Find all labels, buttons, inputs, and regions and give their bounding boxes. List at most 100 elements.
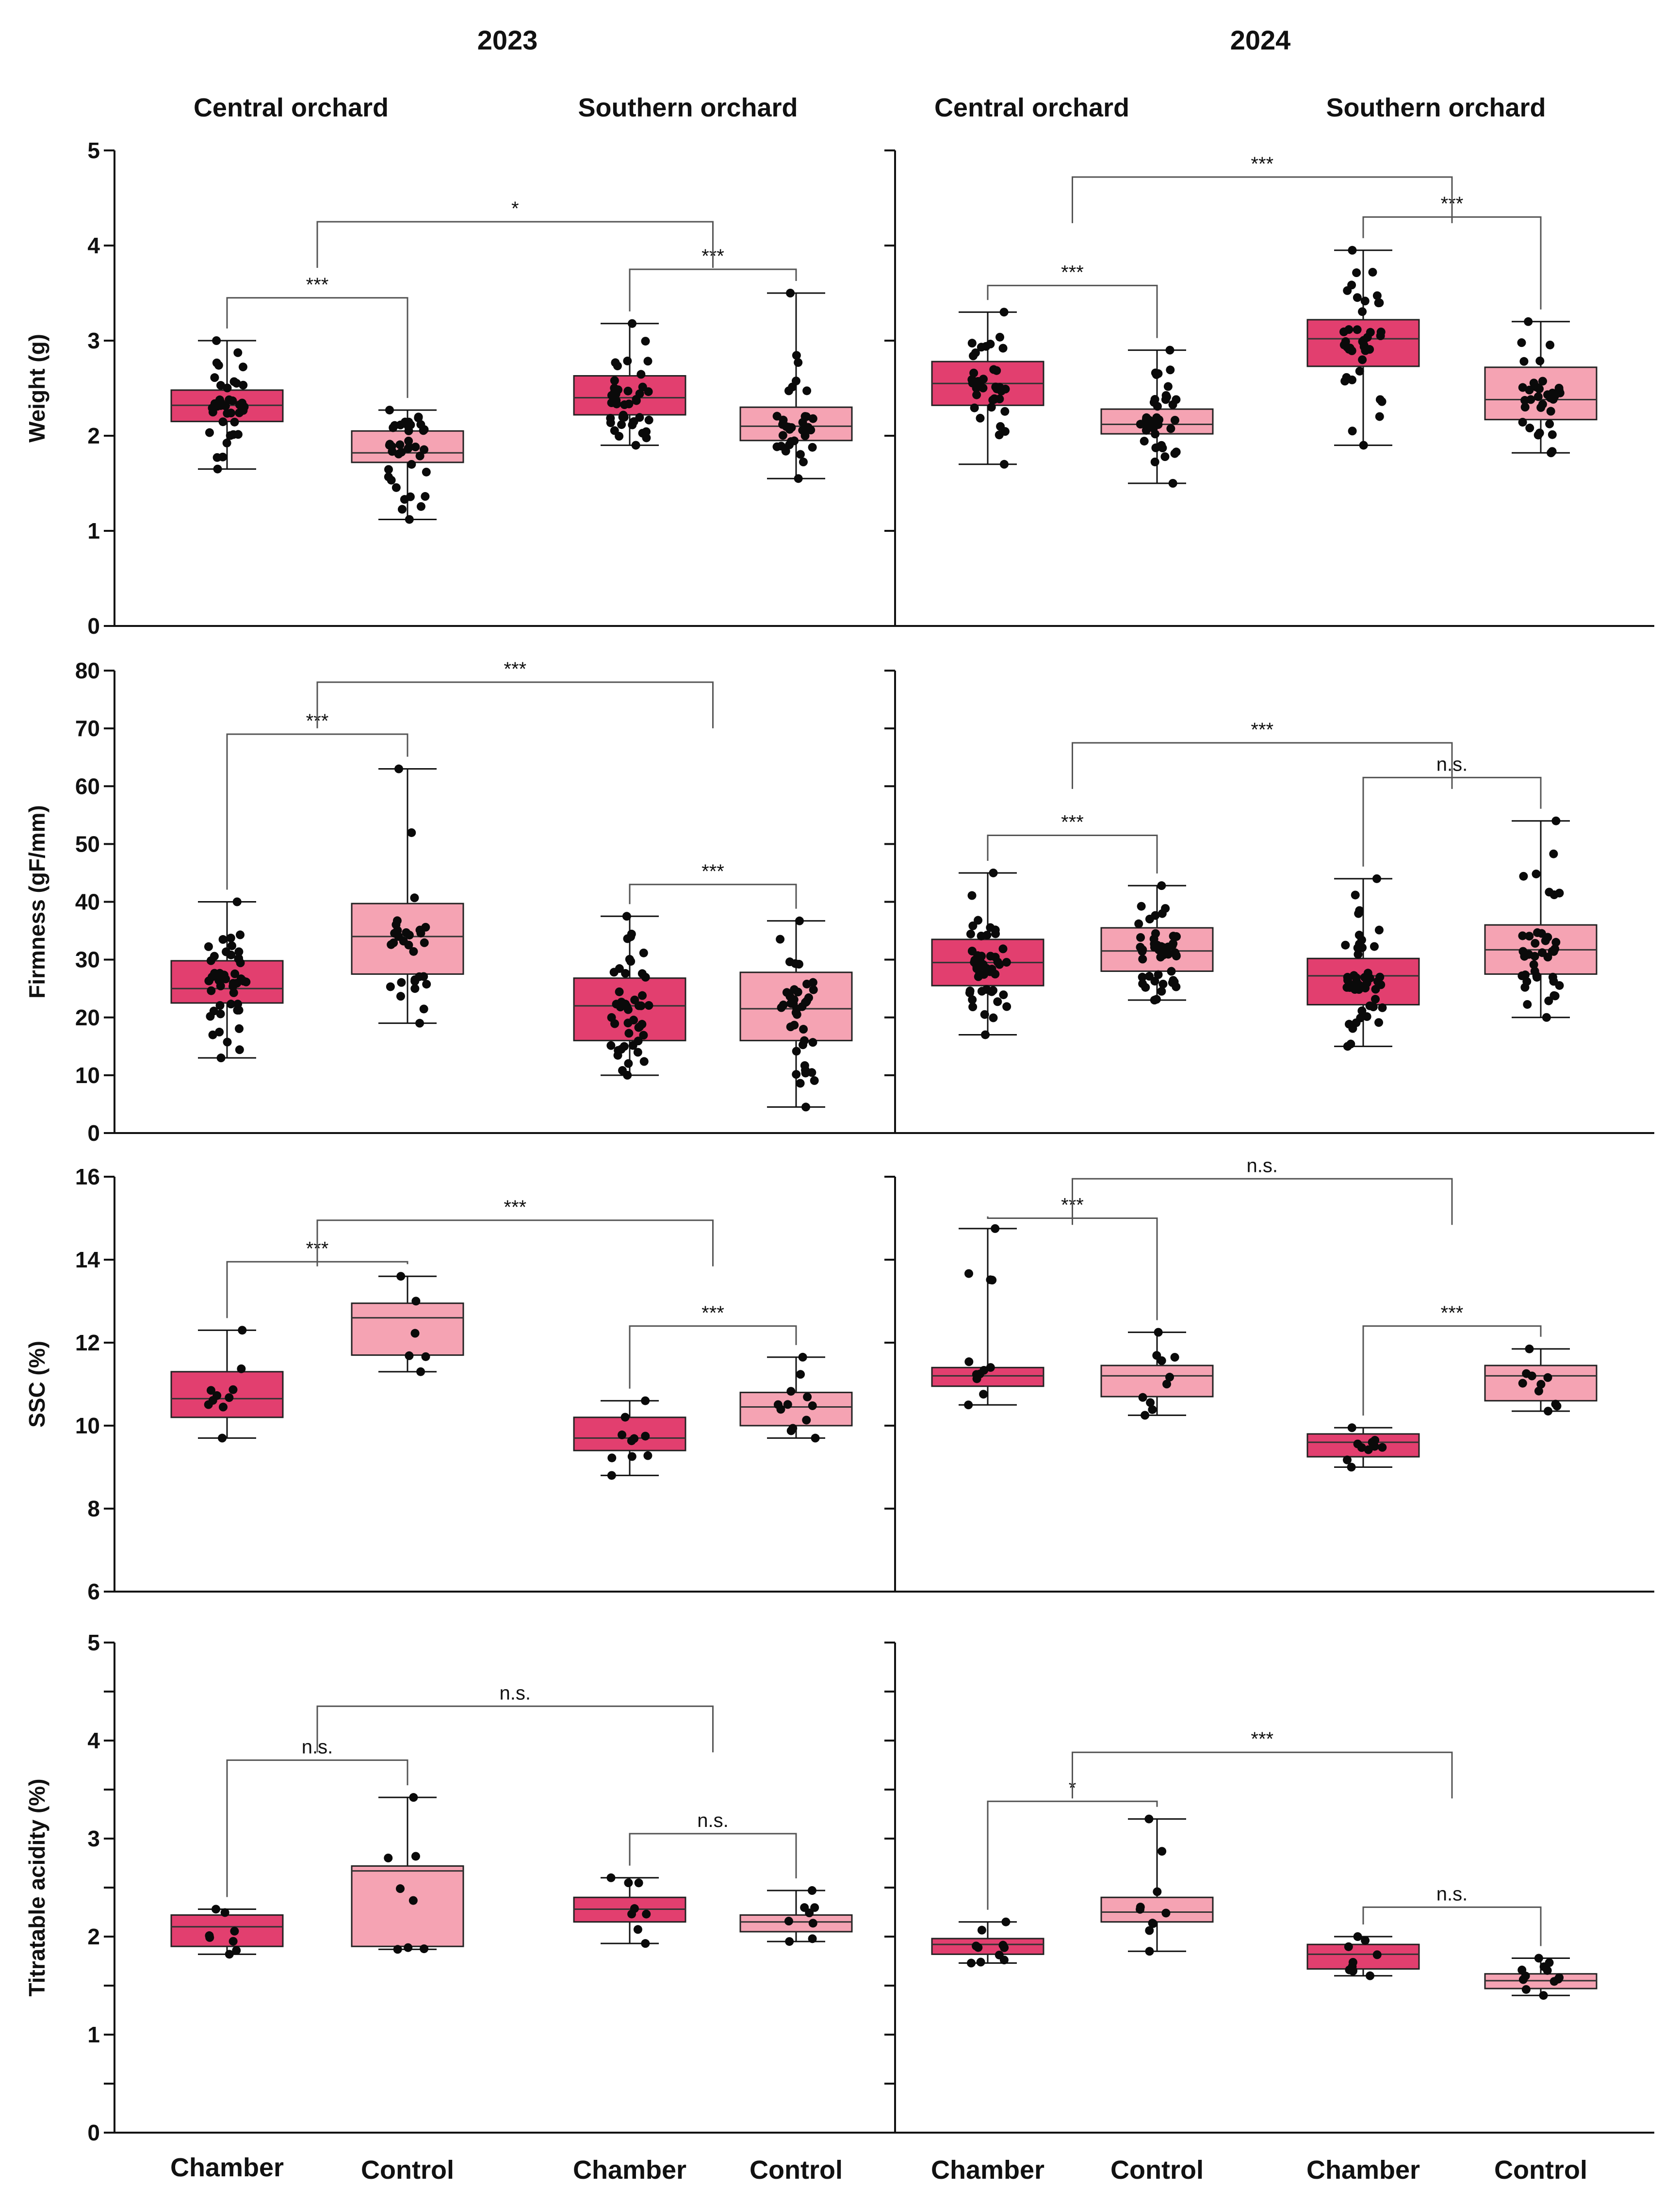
- significance-label: ***: [504, 658, 526, 680]
- data-point: [964, 1269, 973, 1278]
- data-point: [802, 1415, 811, 1425]
- chart-panels: Weight (g)012345****************Firmness…: [24, 138, 1654, 2145]
- data-point: [1518, 931, 1527, 940]
- data-point: [622, 912, 631, 921]
- data-point: [786, 289, 795, 297]
- data-point: [624, 1059, 633, 1068]
- data-point: [811, 1433, 820, 1443]
- data-point: [218, 935, 228, 944]
- data-point: [620, 1042, 629, 1051]
- data-point: [794, 358, 803, 367]
- data-point: [1136, 942, 1145, 952]
- data-point: [1534, 1386, 1543, 1396]
- data-point: [228, 396, 237, 406]
- y-tick-label: 20: [75, 1005, 100, 1030]
- data-point: [1366, 1971, 1375, 1980]
- data-point: [396, 420, 405, 429]
- data-point: [1140, 437, 1149, 446]
- data-point: [1346, 1039, 1355, 1049]
- data-point: [1348, 1962, 1357, 1971]
- data-point: [610, 1019, 620, 1028]
- data-point: [411, 1297, 421, 1306]
- data-point: [396, 992, 405, 1001]
- significance-bracket: n.s.: [1362, 1883, 1542, 1946]
- data-point: [613, 362, 622, 371]
- data-point: [796, 450, 805, 459]
- significance-label: ***: [306, 274, 329, 296]
- data-point: [1524, 950, 1533, 959]
- data-point: [1535, 356, 1545, 365]
- data-point: [1156, 953, 1165, 962]
- data-point: [986, 952, 995, 961]
- data-point: [1354, 950, 1363, 959]
- data-point: [404, 436, 413, 445]
- data-point: [1169, 939, 1178, 948]
- data-point: [627, 1452, 636, 1461]
- data-point: [233, 348, 243, 357]
- significance-bracket: n.s.: [1072, 1155, 1453, 1225]
- data-point: [979, 1390, 988, 1399]
- data-point: [1166, 365, 1175, 375]
- data-point: [641, 1939, 650, 1948]
- data-point: [1152, 370, 1161, 379]
- significance-bracket: ***: [1072, 1728, 1453, 1799]
- data-point: [206, 1386, 215, 1395]
- bracket-line: [987, 1216, 1158, 1320]
- data-point: [1168, 479, 1177, 488]
- data-point: [227, 409, 236, 418]
- y-tick-label: 0: [87, 2120, 100, 2145]
- iqr-box: [739, 1392, 853, 1427]
- y-tick-label: 0: [87, 613, 100, 639]
- data-point: [208, 403, 217, 412]
- data-point: [410, 984, 420, 993]
- data-point: [405, 1351, 414, 1360]
- data-point: [1343, 1455, 1352, 1464]
- data-point: [623, 386, 633, 395]
- data-point: [1352, 268, 1361, 278]
- data-point: [982, 985, 991, 994]
- data-point: [421, 492, 430, 501]
- data-point: [796, 1079, 805, 1088]
- bracket-line: [316, 221, 714, 268]
- data-point: [204, 976, 213, 986]
- box-southern-orchard-control: [739, 289, 853, 483]
- data-point: [968, 921, 978, 930]
- y-tick-label: 4: [87, 233, 100, 258]
- data-point: [610, 376, 619, 385]
- data-point: [642, 1909, 651, 1919]
- data-point: [391, 920, 401, 929]
- data-point: [215, 1027, 224, 1036]
- significance-bracket: ***: [316, 1197, 714, 1266]
- data-point: [1548, 447, 1557, 456]
- data-point: [407, 460, 416, 469]
- data-point: [398, 505, 407, 514]
- data-point: [1519, 871, 1528, 881]
- data-point: [210, 952, 219, 961]
- data-point: [992, 366, 1001, 375]
- y-tick-label: 60: [75, 773, 100, 799]
- data-point: [1165, 345, 1174, 355]
- bracket-line: [316, 1219, 714, 1266]
- data-point: [1145, 1947, 1154, 1956]
- panel-3-2024: *n.s.***: [884, 1642, 1654, 2134]
- data-point: [204, 942, 213, 951]
- data-point: [1373, 977, 1382, 986]
- data-point: [980, 1010, 989, 1019]
- data-point: [421, 922, 430, 932]
- iqr-box: [573, 375, 686, 416]
- group-label-2023-southern-control: Control: [750, 2155, 843, 2185]
- data-point: [238, 362, 247, 372]
- data-point: [419, 1004, 428, 1014]
- data-point: [778, 431, 787, 440]
- iqr-box: [1100, 1896, 1214, 1923]
- data-point: [781, 446, 790, 456]
- data-point: [798, 1352, 807, 1362]
- data-point: [1544, 1407, 1553, 1416]
- data-point: [634, 1036, 643, 1046]
- data-point: [792, 1047, 801, 1056]
- data-point: [228, 430, 238, 439]
- data-point: [1376, 328, 1386, 337]
- data-point: [996, 422, 1005, 431]
- data-point: [618, 1066, 627, 1075]
- data-point: [212, 453, 222, 462]
